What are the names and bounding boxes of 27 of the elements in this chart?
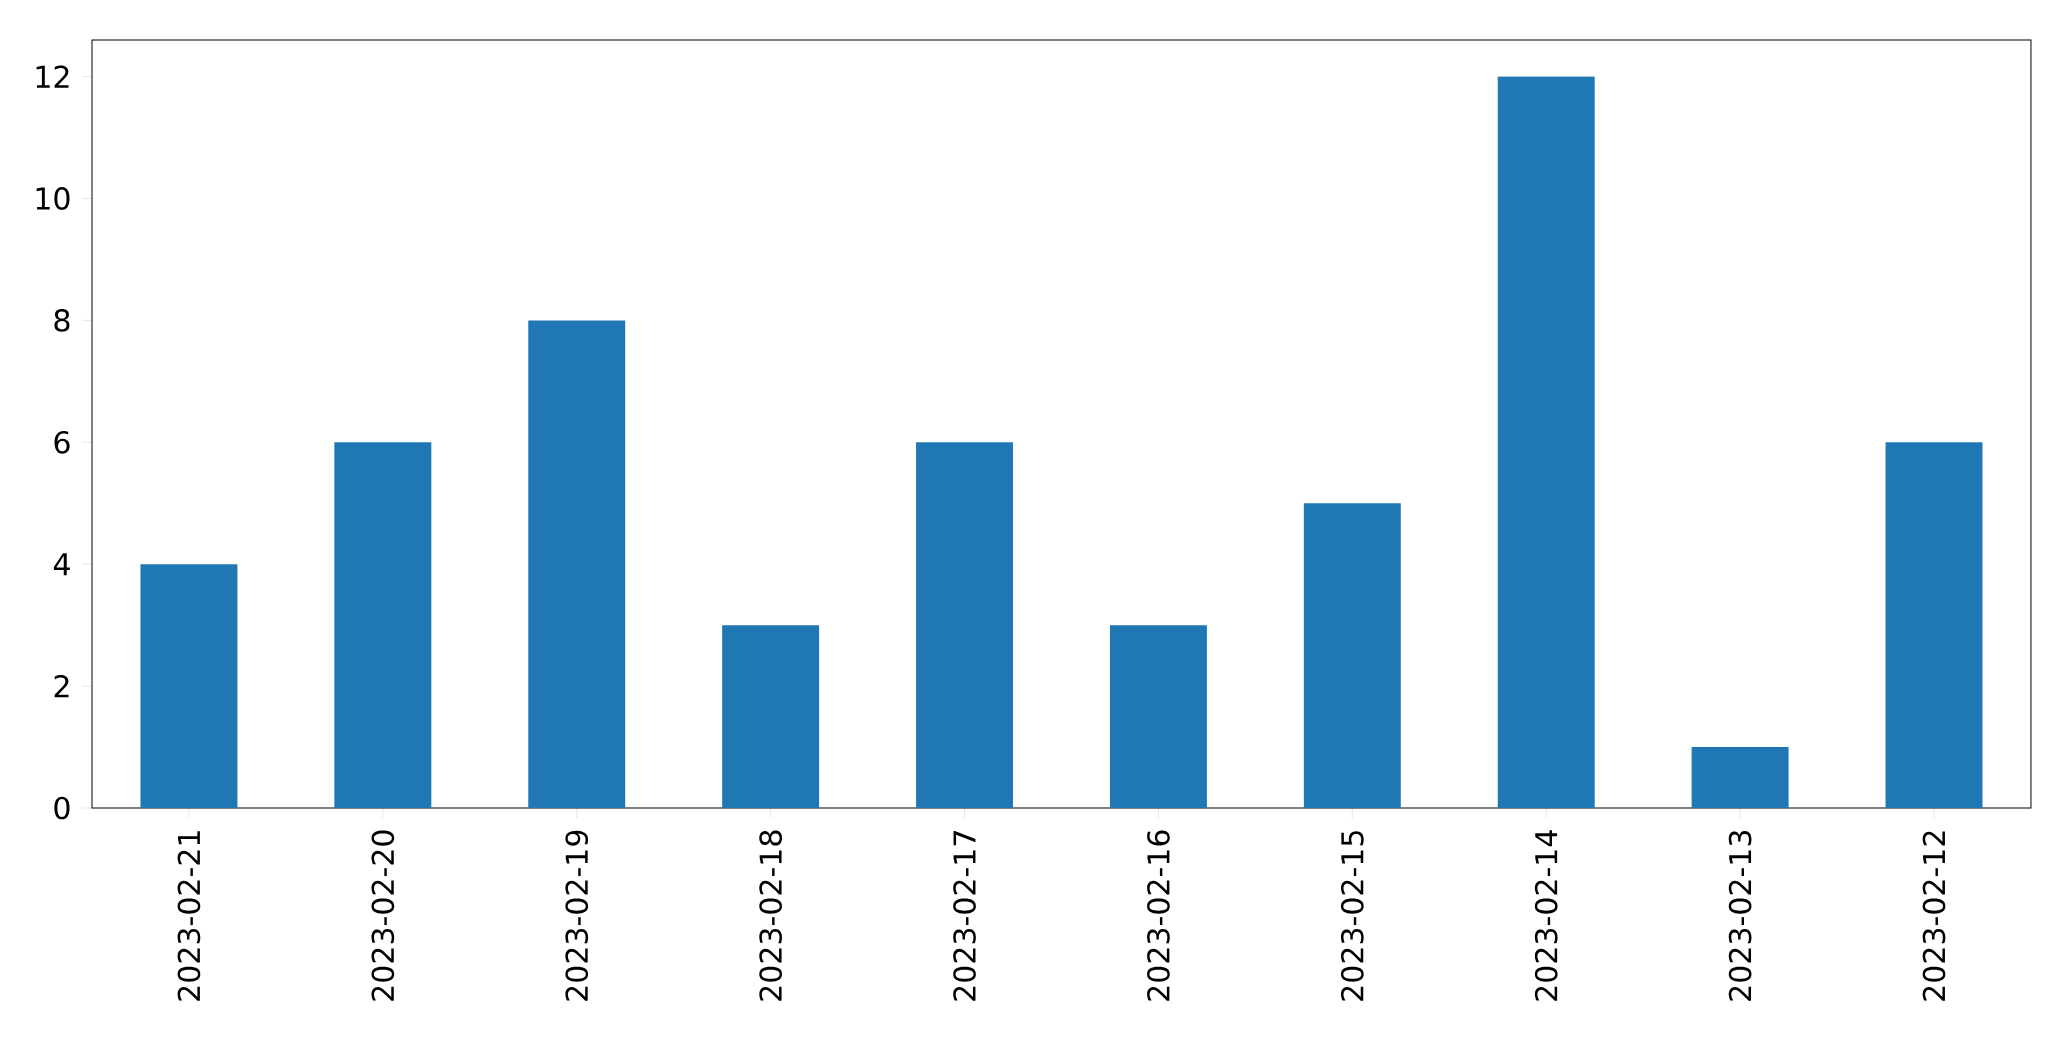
x-tick-label: 2023-02-21 (177, 831, 201, 1001)
x-tick-label: 2023-02-16 (1147, 830, 1170, 1001)
bar (1109, 625, 1207, 808)
y-tick-label: 6 (54, 430, 70, 454)
x-tick-label: 2023-02-13 (1728, 830, 1752, 1001)
bar (722, 625, 820, 808)
bar (1497, 76, 1595, 808)
bar (916, 442, 1014, 808)
bar (1303, 503, 1401, 808)
x-tick-label: 2023-02-17 (953, 831, 976, 1001)
y-tick-label: 10 (36, 187, 70, 210)
y-tick-label: 12 (36, 65, 69, 88)
x-tick-label: 2023-02-19 (565, 830, 589, 1001)
y-tick-label: 8 (54, 309, 70, 332)
x-tick-label: 2023-02-14 (1534, 830, 1558, 1001)
y-tick-label: 2 (54, 674, 69, 698)
bar (140, 564, 238, 808)
bar (528, 320, 626, 808)
x-tick-label: 2023-02-15 (1340, 831, 1364, 1001)
x-tick-label: 2023-02-12 (1922, 831, 1946, 1001)
bar (334, 442, 432, 808)
bar (1885, 442, 1983, 808)
y-tick-label: 0 (54, 796, 70, 820)
x-tick-label: 2023-02-20 (371, 830, 395, 1001)
y-tick-label: 4 (53, 553, 70, 576)
x-tick-label: 2023-02-18 (759, 830, 782, 1001)
bar (1691, 747, 1789, 808)
